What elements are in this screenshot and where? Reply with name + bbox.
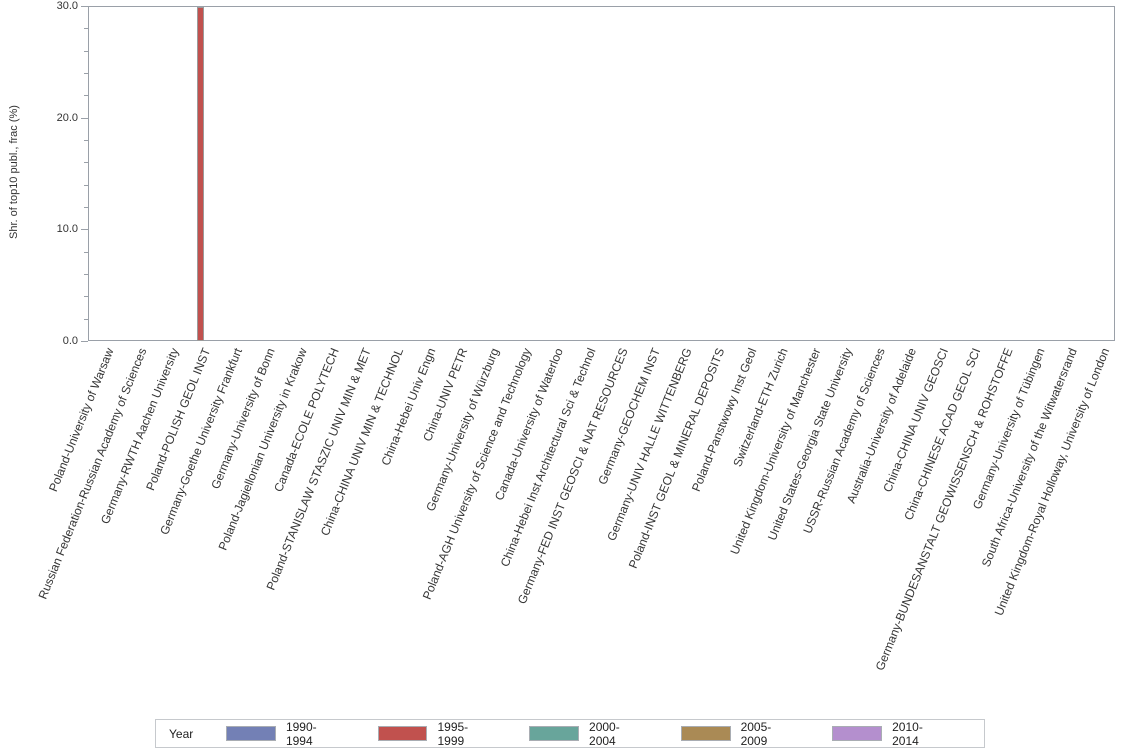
y-minor-tick — [84, 296, 88, 298]
legend-label: 1990-1994 — [285, 719, 317, 748]
y-minor-tick — [84, 28, 88, 30]
legend-swatch — [529, 726, 580, 741]
legend-swatch — [680, 726, 731, 741]
y-minor-tick — [84, 207, 88, 208]
legend-swatch — [377, 726, 428, 741]
y-minor-tick — [84, 251, 88, 253]
y-minor-tick — [84, 95, 88, 97]
legend-swatch — [226, 726, 276, 741]
y-minor-tick — [84, 162, 88, 164]
y-minor-tick — [84, 184, 88, 186]
y-tick-label: 30.0 — [56, 0, 78, 12]
legend-item: 2010-2014 — [832, 720, 948, 748]
legend-item: 2000-2004 — [529, 720, 645, 748]
legend-label: 1995-1999 — [437, 719, 469, 748]
y-tick-label: 0.0 — [62, 335, 78, 347]
y-major-tick — [81, 341, 88, 342]
legend-item: 2005-2009 — [680, 719, 797, 748]
y-tick-label: 10.0 — [56, 223, 78, 236]
legend-label: 2000-2004 — [589, 719, 620, 748]
legend-item-list: 1990-1994 1995-1999 2000-2004 2005-2009 2010… — [226, 720, 984, 748]
y-major-tick — [81, 6, 88, 7]
legend: Year 1990-1994 1995-1999 2000-2004 2005-200… — [155, 719, 985, 748]
legend-label: 2010-2014 — [892, 719, 923, 748]
legend-item: 1995-1999 — [377, 719, 494, 748]
bar — [196, 7, 204, 341]
y-axis-title: Shr. of top10 publ., frac (%) — [8, 105, 20, 239]
plot-area — [88, 6, 1115, 341]
legend-swatch — [832, 726, 883, 741]
legend-title: Year — [169, 726, 194, 741]
y-minor-tick — [84, 318, 88, 320]
y-minor-tick — [84, 274, 88, 275]
y-minor-tick — [84, 73, 88, 74]
y-major-tick — [81, 229, 88, 231]
y-major-tick — [81, 117, 88, 119]
y-minor-tick — [84, 50, 88, 52]
legend-item: 1990-1994 — [226, 720, 342, 748]
y-tick-label: 20.0 — [56, 111, 78, 124]
y-minor-tick — [84, 140, 88, 141]
legend-label: 2005-2009 — [740, 719, 772, 748]
